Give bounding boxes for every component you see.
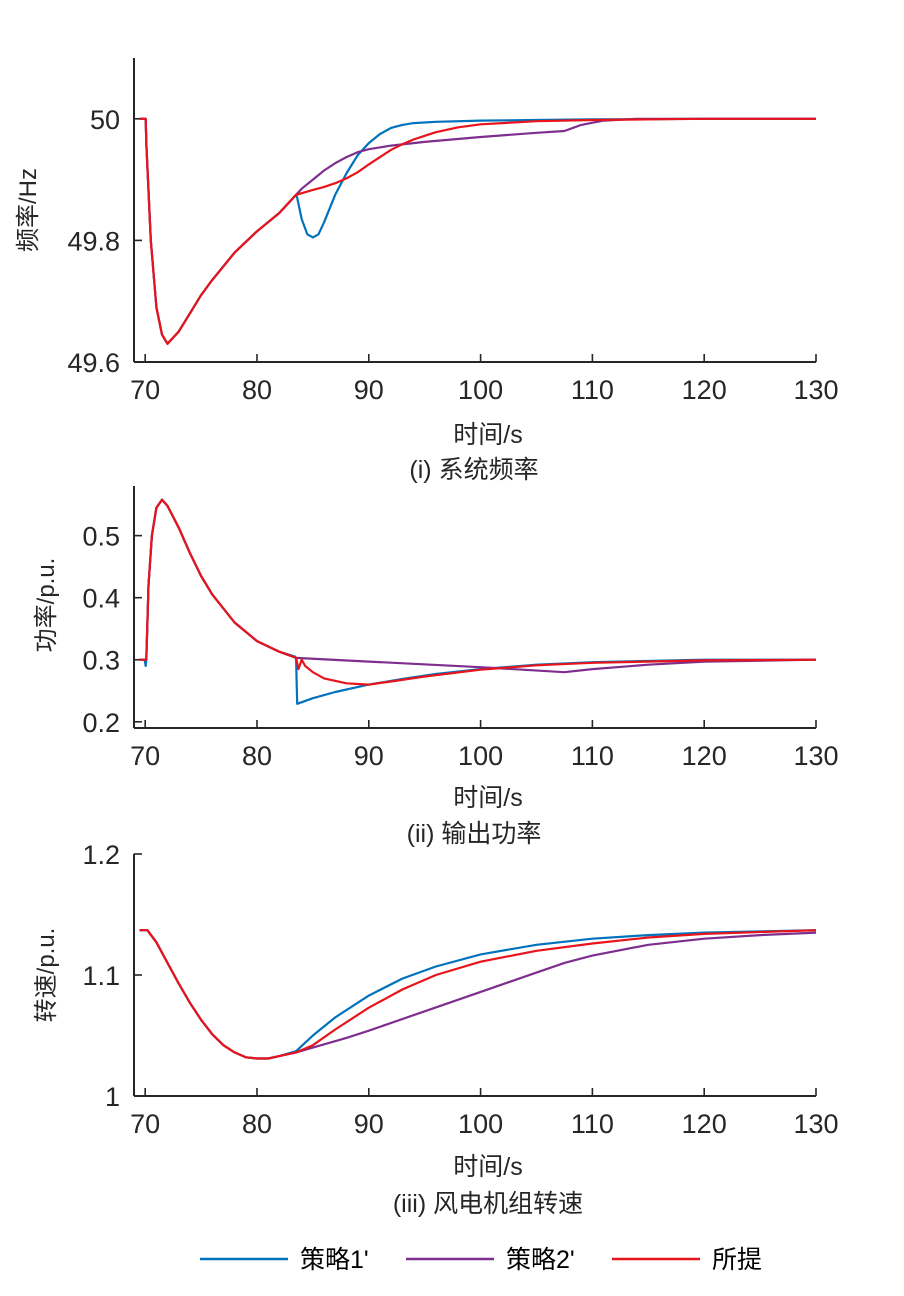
chart-caption: (ii) 输出功率 bbox=[407, 820, 542, 848]
x-tick-label: 130 bbox=[793, 1109, 838, 1139]
chart-caption: (i) 系统频率 bbox=[409, 456, 538, 484]
y-tick-label: 1.2 bbox=[82, 840, 120, 870]
x-tick-label: 110 bbox=[571, 741, 614, 771]
x-tick-label: 90 bbox=[354, 375, 384, 405]
x-tick-label: 110 bbox=[571, 375, 614, 405]
series-line-1 bbox=[139, 929, 817, 1060]
x-tick-label: 70 bbox=[130, 741, 160, 771]
series-line-3 bbox=[139, 929, 817, 1060]
x-tick-label: 100 bbox=[458, 741, 503, 771]
legend-label-strategy2: 策略2' bbox=[506, 1246, 575, 1274]
x-axis-label: 时间/s bbox=[453, 784, 522, 812]
chart-panel-frequency: 频率/Hz 时间/s (i) 系统频率 70 80 90 100 110 120 130 49… bbox=[15, 58, 839, 484]
x-tick-label: 130 bbox=[793, 741, 838, 771]
x-tick-label: 120 bbox=[682, 375, 727, 405]
y-tick-label: 49.8 bbox=[67, 226, 120, 256]
x-tick-label: 80 bbox=[242, 1109, 272, 1139]
y-axis-label: 转速/p.u. bbox=[33, 928, 60, 1023]
chart-panel-power: 功率/p.u. 时间/s (ii) 输出功率 70 80 90 100 110 120 13… bbox=[33, 486, 839, 848]
legend: 策略1' 策略2' 所提 bbox=[200, 1246, 762, 1274]
legend-label-proposed: 所提 bbox=[712, 1246, 762, 1274]
y-tick-label: 49.6 bbox=[67, 348, 120, 378]
y-tick-label: 1 bbox=[105, 1082, 120, 1112]
x-tick-label: 80 bbox=[242, 375, 272, 405]
y-tick-label: 0.4 bbox=[82, 584, 120, 614]
x-tick-label: 100 bbox=[458, 375, 503, 405]
legend-label-strategy1: 策略1' bbox=[300, 1246, 369, 1274]
x-tick-label: 110 bbox=[571, 1109, 614, 1139]
x-tick-label: 120 bbox=[682, 741, 727, 771]
chart-caption: (iii) 风电机组转速 bbox=[393, 1190, 583, 1218]
series-line-3 bbox=[139, 498, 817, 686]
series-line-1 bbox=[139, 498, 816, 705]
x-tick-label: 70 bbox=[130, 1109, 160, 1139]
y-tick-label: 0.3 bbox=[82, 646, 120, 676]
series-line-2 bbox=[139, 929, 817, 1060]
x-axis-label: 时间/s bbox=[453, 421, 522, 449]
x-tick-label: 120 bbox=[682, 1109, 727, 1139]
y-tick-label: 1.1 bbox=[82, 961, 120, 991]
series-line-2 bbox=[139, 498, 817, 674]
x-axis-label: 时间/s bbox=[453, 1153, 522, 1181]
series-line-2 bbox=[139, 117, 816, 345]
x-tick-label: 70 bbox=[130, 375, 160, 405]
series-line-1 bbox=[139, 117, 816, 345]
y-tick-label: 0.5 bbox=[82, 522, 120, 552]
y-tick-label: 50 bbox=[90, 105, 120, 135]
chart-panel-rotor-speed: 转速/p.u. 时间/s (iii) 风电机组转速 70 80 90 100 110 12… bbox=[33, 840, 839, 1218]
x-tick-label: 130 bbox=[793, 375, 838, 405]
y-tick-label: 0.2 bbox=[82, 708, 120, 738]
x-tick-label: 90 bbox=[354, 741, 384, 771]
x-tick-label: 90 bbox=[354, 1109, 384, 1139]
x-tick-label: 100 bbox=[458, 1109, 503, 1139]
series-line-3 bbox=[139, 117, 816, 345]
y-axis-label: 频率/Hz bbox=[15, 168, 42, 252]
y-axis-label: 功率/p.u. bbox=[33, 558, 60, 653]
x-tick-label: 80 bbox=[242, 741, 272, 771]
